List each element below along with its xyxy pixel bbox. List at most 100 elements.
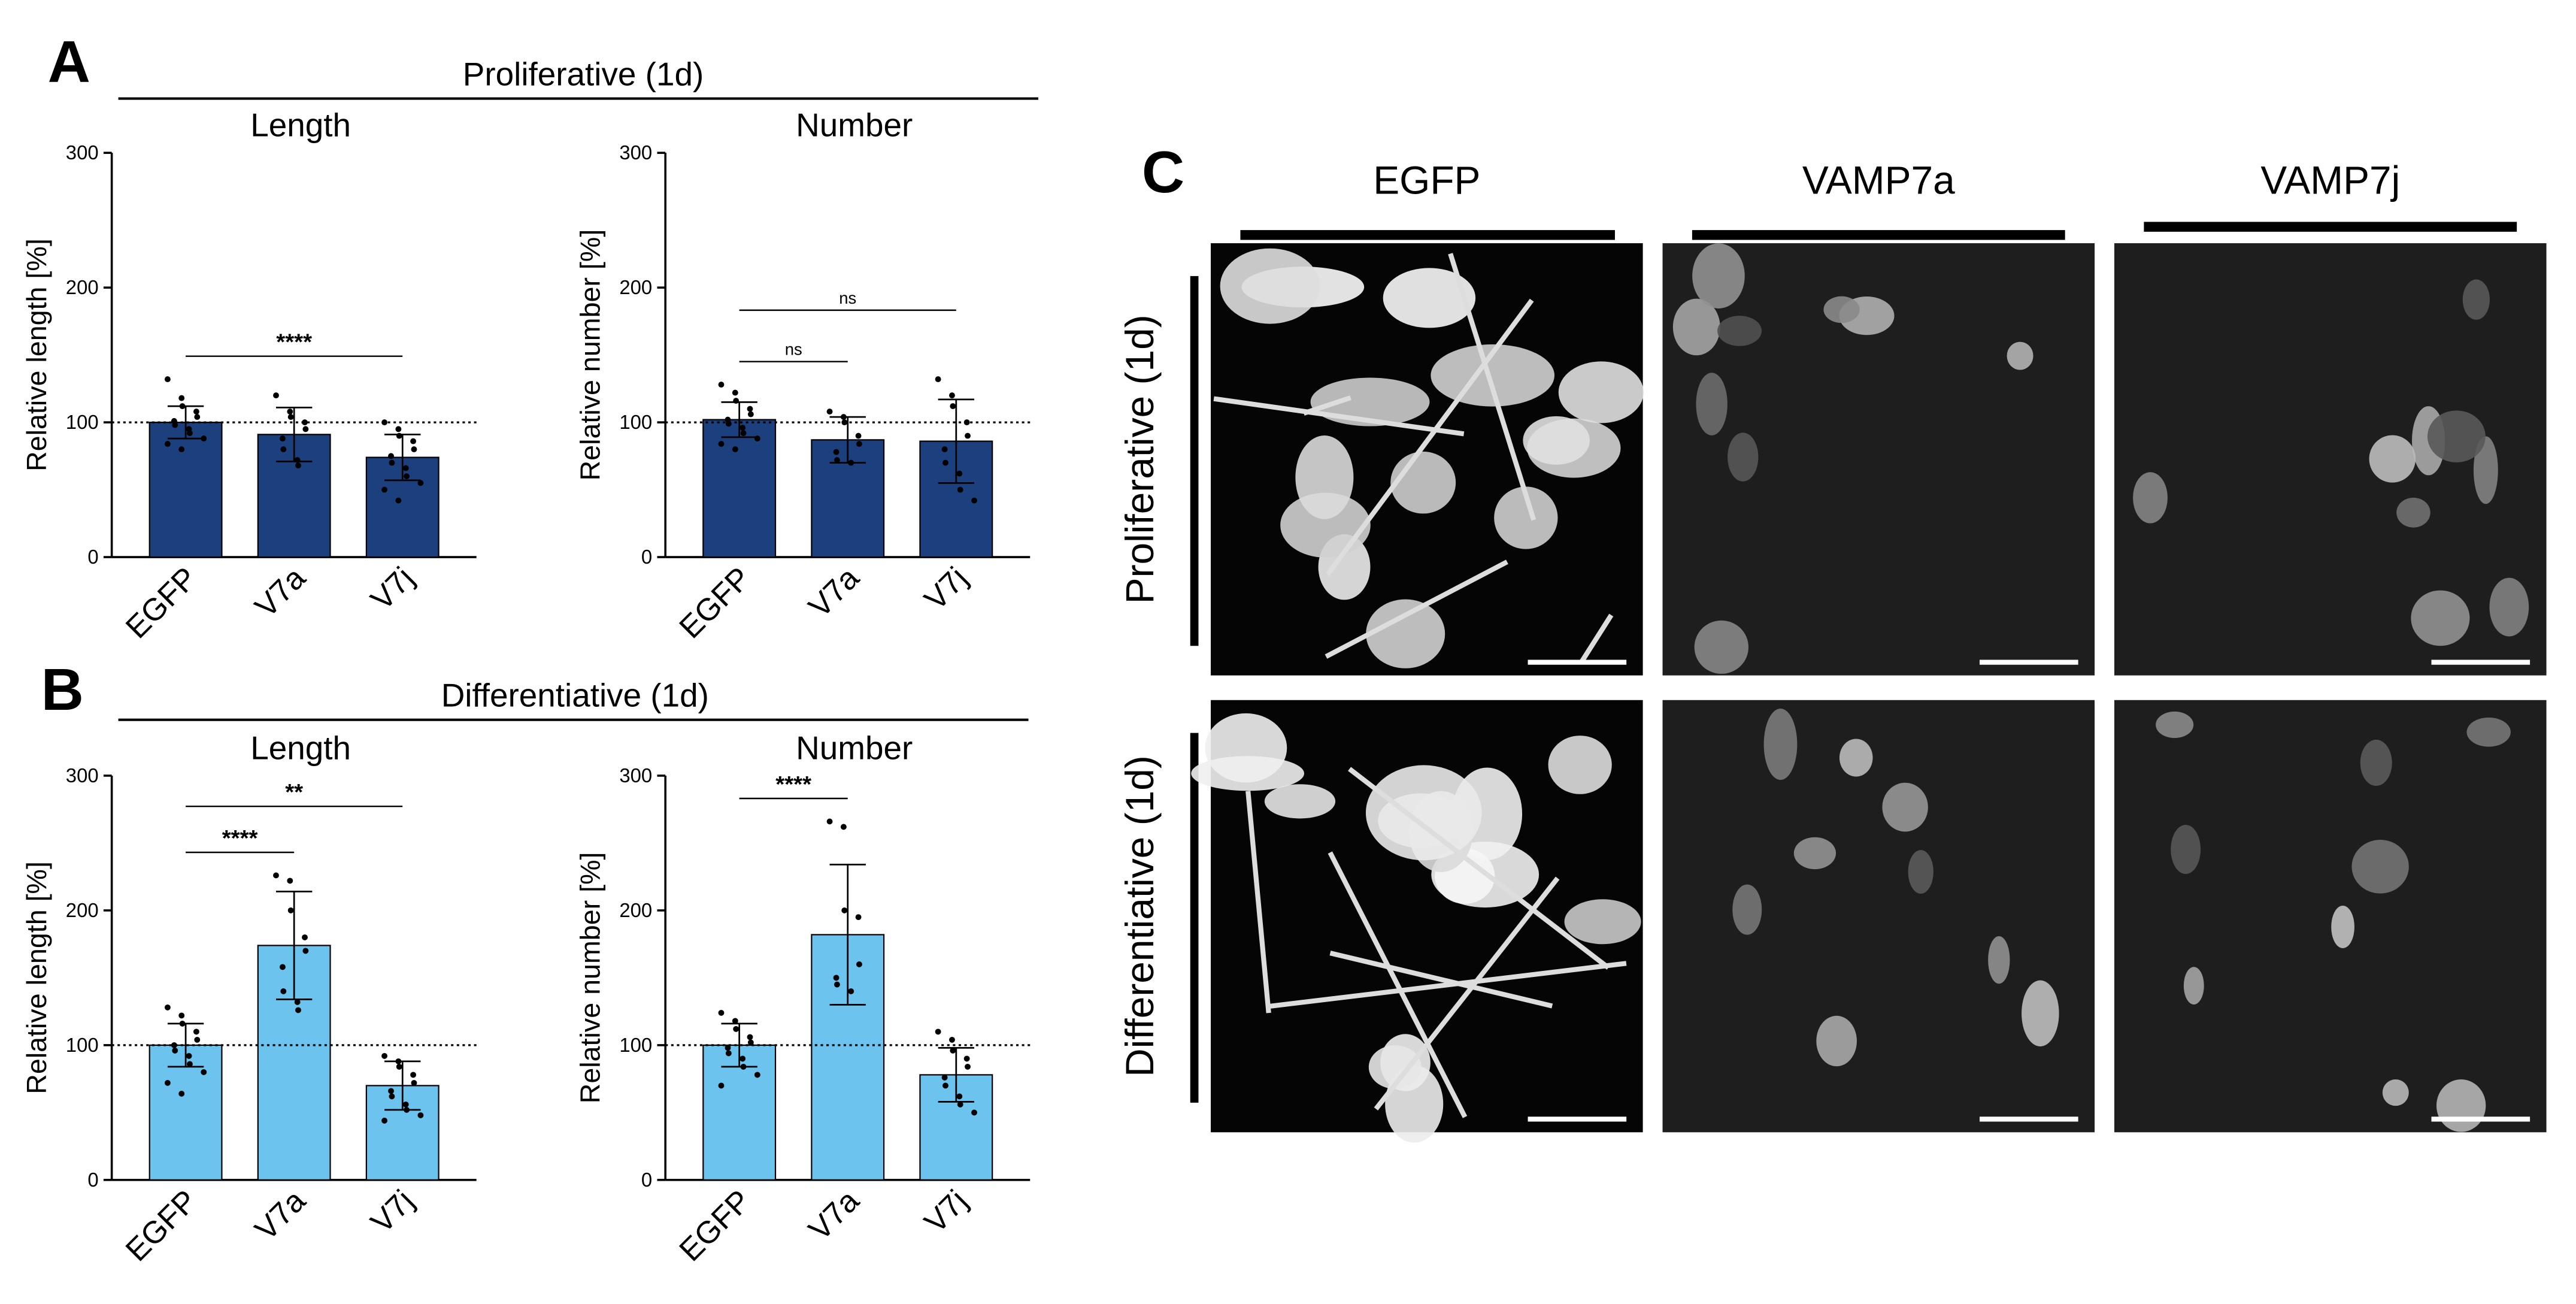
bar [149, 421, 223, 558]
data-point [295, 462, 301, 469]
data-point [949, 1036, 955, 1043]
data-point [941, 446, 948, 453]
micrograph [1662, 243, 2095, 676]
data-point [747, 1039, 754, 1046]
data-point [834, 981, 840, 988]
y-tick-label: 0 [641, 1169, 652, 1191]
error-bar [938, 1047, 974, 1103]
x-tick-label: V7a [248, 561, 313, 625]
cell [2473, 436, 2498, 504]
y-axis-label: Relative number [%] [574, 852, 605, 1104]
significance-label: ** [285, 779, 303, 805]
cell [2466, 717, 2511, 747]
cell [1383, 268, 1476, 328]
data-point [164, 1079, 171, 1086]
error-bar [829, 416, 866, 464]
data-point [396, 432, 402, 439]
x-tick-label: V7j [364, 1184, 420, 1240]
data-point [417, 1112, 424, 1118]
data-point [381, 1052, 387, 1059]
data-point [186, 1052, 192, 1059]
error-bar [275, 406, 313, 462]
data-point [856, 441, 862, 447]
cell [1280, 492, 1371, 558]
cell [1988, 936, 2010, 984]
data-point [747, 411, 754, 417]
data-point [273, 392, 279, 399]
cell [1882, 782, 1928, 832]
data-point [949, 392, 955, 399]
error-bar [721, 401, 757, 438]
panel-letter: A [48, 29, 90, 95]
cell [1728, 432, 1759, 482]
y-tick-label: 0 [641, 546, 652, 568]
error-bar [721, 1022, 757, 1068]
data-point [193, 1028, 199, 1035]
data-point [395, 497, 402, 504]
cell [1839, 739, 1873, 777]
data-point [942, 1082, 948, 1089]
data-point [942, 459, 948, 466]
data-point [171, 1042, 177, 1048]
data-point [732, 389, 738, 396]
error-bar [938, 398, 974, 484]
cell [1908, 850, 1933, 894]
data-point [957, 1101, 963, 1108]
cell [2382, 1079, 2409, 1106]
data-point [404, 1106, 410, 1113]
data-point [856, 961, 862, 967]
neurite [1328, 851, 1468, 1118]
cell [1365, 765, 1482, 861]
cell [1366, 599, 1445, 668]
data-point [841, 907, 848, 913]
data-point [402, 465, 409, 471]
data-point [718, 1082, 725, 1089]
data-point [965, 1063, 971, 1070]
x-tick-label: V7j [918, 1184, 974, 1240]
chart-title: Length [250, 107, 351, 144]
data-point [754, 435, 760, 442]
cell [1191, 756, 1305, 791]
data-point [718, 1009, 725, 1016]
y-tick-label: 300 [66, 141, 99, 164]
data-point [178, 1090, 185, 1097]
data-point [389, 1093, 395, 1100]
y-tick-label: 200 [619, 276, 652, 298]
y-tick-label: 0 [87, 546, 98, 568]
cell [2462, 279, 2490, 320]
error-bar [167, 405, 204, 440]
micrograph [1191, 700, 1643, 1143]
data-point [287, 409, 293, 415]
data-point [187, 430, 193, 437]
data-point [388, 453, 394, 459]
data-point [411, 1079, 417, 1086]
y-tick-label: 100 [66, 1034, 99, 1056]
data-point [733, 1025, 740, 1032]
cell [2351, 839, 2409, 894]
data-point [732, 446, 738, 453]
data-point [732, 1018, 738, 1024]
cell [2007, 341, 2033, 370]
neurite [1213, 396, 1465, 437]
cell [1823, 296, 1860, 323]
x-tick-label: EGFP [119, 1184, 204, 1268]
image-grid: EGFP VAMP7a VAMP7j Proliferative (1d) Differ… [1117, 158, 2547, 1143]
data-point [855, 914, 862, 921]
cell [1816, 1015, 1857, 1067]
data-point [389, 459, 395, 466]
y-tick-label: 300 [66, 764, 99, 786]
data-point [417, 480, 424, 486]
micrograph-bg [1662, 700, 2095, 1133]
data-point [287, 414, 294, 420]
bar [702, 1044, 777, 1181]
data-point [740, 430, 747, 437]
chart-title: Length [250, 730, 351, 767]
data-point [388, 1088, 394, 1094]
bar [149, 1044, 223, 1181]
neurite [1325, 559, 1508, 659]
neurite [1448, 253, 1536, 521]
data-point [280, 964, 286, 970]
cell [2396, 497, 2430, 528]
data-point [718, 382, 725, 388]
y-tick-label: 300 [619, 764, 652, 786]
